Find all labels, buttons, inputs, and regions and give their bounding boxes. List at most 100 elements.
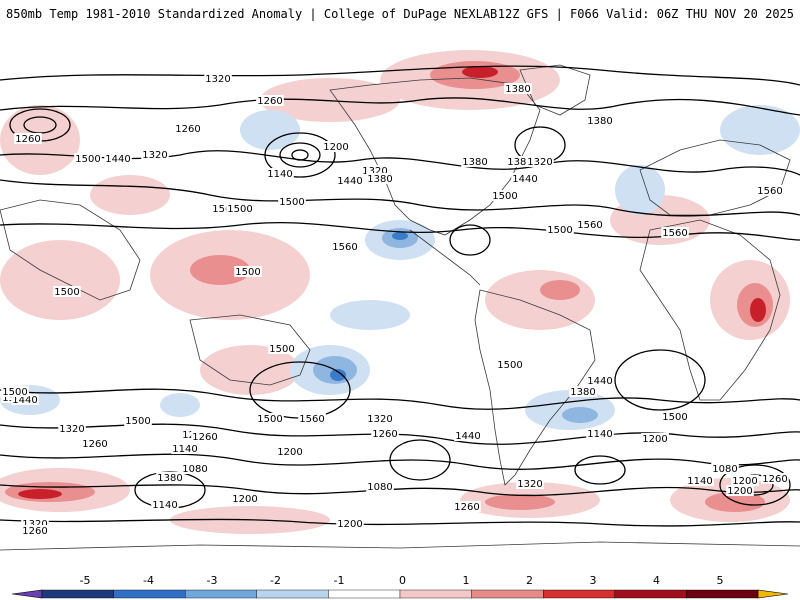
contour-label-bg bbox=[1, 386, 29, 397]
colorbar-segment bbox=[256, 589, 329, 599]
colorbar-high-arrow bbox=[757, 589, 789, 599]
contour-label-bg bbox=[256, 413, 284, 424]
contour-label: 1260 bbox=[454, 502, 479, 513]
header: 850mb Temp 1981-2010 Standardized Anomal… bbox=[0, 0, 800, 30]
contour-label: 1140 bbox=[687, 476, 712, 487]
contour-label-bg bbox=[276, 446, 304, 457]
contour-line bbox=[0, 484, 800, 497]
contour-label: 1320 bbox=[22, 519, 47, 530]
contour-label-bg bbox=[156, 472, 184, 483]
contour-label: 1380 bbox=[587, 116, 612, 127]
contour-label-bg bbox=[371, 428, 399, 439]
contour-label-bg bbox=[576, 219, 604, 230]
contour-label-bg bbox=[211, 203, 239, 214]
cold-anomaly-patch bbox=[392, 232, 408, 240]
colorbar-segment bbox=[399, 589, 472, 599]
contour-closed bbox=[719, 464, 791, 506]
contour-label-bg bbox=[181, 463, 209, 474]
contour-label: 1320 bbox=[205, 74, 230, 85]
contour-label: 1140 bbox=[267, 169, 292, 180]
colorbar-tick-label: 3 bbox=[590, 574, 597, 587]
contour-line bbox=[0, 97, 800, 116]
cold-anomaly-patch bbox=[330, 369, 346, 381]
contour-closed bbox=[574, 455, 626, 485]
contour-label: 1500 bbox=[492, 191, 517, 202]
contour-label: 1320 bbox=[527, 157, 552, 168]
model-run-info: 12Z GFS | F066 Valid: 06Z THU NOV 20 202… bbox=[497, 7, 794, 21]
height-contours bbox=[0, 65, 800, 527]
contour-label: 1500 bbox=[662, 412, 687, 423]
colorbar: -5 -4 -3 -2 -1 0 1 2 3 4 5 bbox=[0, 560, 800, 600]
contour-label: 1440 bbox=[337, 176, 362, 187]
contour-label-bg bbox=[298, 413, 326, 424]
contour-line bbox=[0, 388, 800, 410]
warm-anomaly-patch bbox=[260, 78, 400, 122]
contour-label-bg bbox=[731, 475, 759, 486]
contour-label-bg bbox=[661, 411, 689, 422]
colorbar-segment bbox=[686, 589, 759, 599]
contour-label: 1440 bbox=[105, 154, 130, 165]
contour-label: 1140 bbox=[152, 500, 177, 511]
colorbar-tick-label: -3 bbox=[207, 574, 218, 587]
contour-label: 1200 bbox=[277, 447, 302, 458]
contour-label-bg bbox=[231, 493, 259, 504]
cold-anomaly-patch bbox=[240, 110, 300, 150]
contour-label-bg bbox=[711, 463, 739, 474]
contour-label-bg bbox=[726, 485, 754, 496]
contour-label-bg bbox=[546, 224, 574, 235]
contour-label: 1500 bbox=[497, 360, 522, 371]
colorbar-tick-label: 1 bbox=[463, 574, 470, 587]
anomaly-shading bbox=[0, 50, 800, 534]
contour-label-bg bbox=[268, 343, 296, 354]
contour-label: 1260 bbox=[257, 96, 282, 107]
contour-label-bg bbox=[366, 481, 394, 492]
cold-anomaly-patch bbox=[562, 407, 598, 423]
contour-label: 1320 bbox=[517, 479, 542, 490]
map-panel[interactable]: 1320 1380 1260 1380 1260 1260 1500 1440 1320 1200… bbox=[0, 30, 800, 560]
contour-label: 1200 bbox=[732, 476, 757, 487]
contour-label: 1380 bbox=[505, 84, 530, 95]
colorbar-low-arrow bbox=[11, 589, 43, 599]
contour-label-bg bbox=[21, 518, 49, 529]
map-title: 850mb Temp 1981-2010 Standardized Anomal… bbox=[6, 7, 498, 21]
contour-label: 1560 bbox=[662, 228, 687, 239]
contour-label-bg bbox=[331, 241, 359, 252]
contour-label: 1500 bbox=[75, 154, 100, 165]
contour-label-bg bbox=[586, 375, 614, 386]
contour-label: 1260 bbox=[22, 526, 47, 537]
contour-closed bbox=[449, 224, 491, 256]
contour-label: 1440 bbox=[587, 376, 612, 387]
contour-label-bg bbox=[511, 173, 539, 184]
contour-label: 1560 bbox=[332, 242, 357, 253]
contour-label-bg bbox=[361, 165, 389, 176]
coastline-asia bbox=[0, 199, 141, 301]
contour-label: 1260 bbox=[762, 474, 787, 485]
contour-closed bbox=[264, 132, 336, 178]
warm-anomaly-patch bbox=[18, 489, 62, 499]
contour-label-bg bbox=[266, 168, 294, 179]
contour-closed bbox=[291, 149, 309, 161]
contour-label: 1380 bbox=[507, 157, 532, 168]
contour-line bbox=[0, 453, 800, 470]
contour-label: 1320 bbox=[367, 414, 392, 425]
contour-label-bg bbox=[171, 443, 199, 454]
coastline-central-america bbox=[409, 229, 481, 286]
contour-label-bg bbox=[53, 286, 81, 297]
contour-label: 1260 bbox=[192, 432, 217, 443]
contour-label: 1380 bbox=[367, 174, 392, 185]
contour-label-bg bbox=[504, 83, 532, 94]
contour-label-bg bbox=[204, 73, 232, 84]
colorbar-svg: -5 -4 -3 -2 -1 0 1 2 3 4 5 bbox=[11, 574, 789, 599]
colorbar-segment bbox=[328, 589, 401, 599]
contour-label: 1200 bbox=[642, 434, 667, 445]
colorbar-tick-label: -1 bbox=[334, 574, 345, 587]
contour-closed bbox=[389, 439, 451, 481]
contour-label: 1560 bbox=[212, 204, 237, 215]
cold-anomaly-patch bbox=[330, 300, 410, 330]
contour-label-bg bbox=[761, 473, 789, 484]
warm-anomaly-patch bbox=[540, 280, 580, 300]
contour-label: 1140 bbox=[587, 429, 612, 440]
contour-label-bg bbox=[226, 203, 254, 214]
contour-label-bg bbox=[256, 95, 284, 106]
